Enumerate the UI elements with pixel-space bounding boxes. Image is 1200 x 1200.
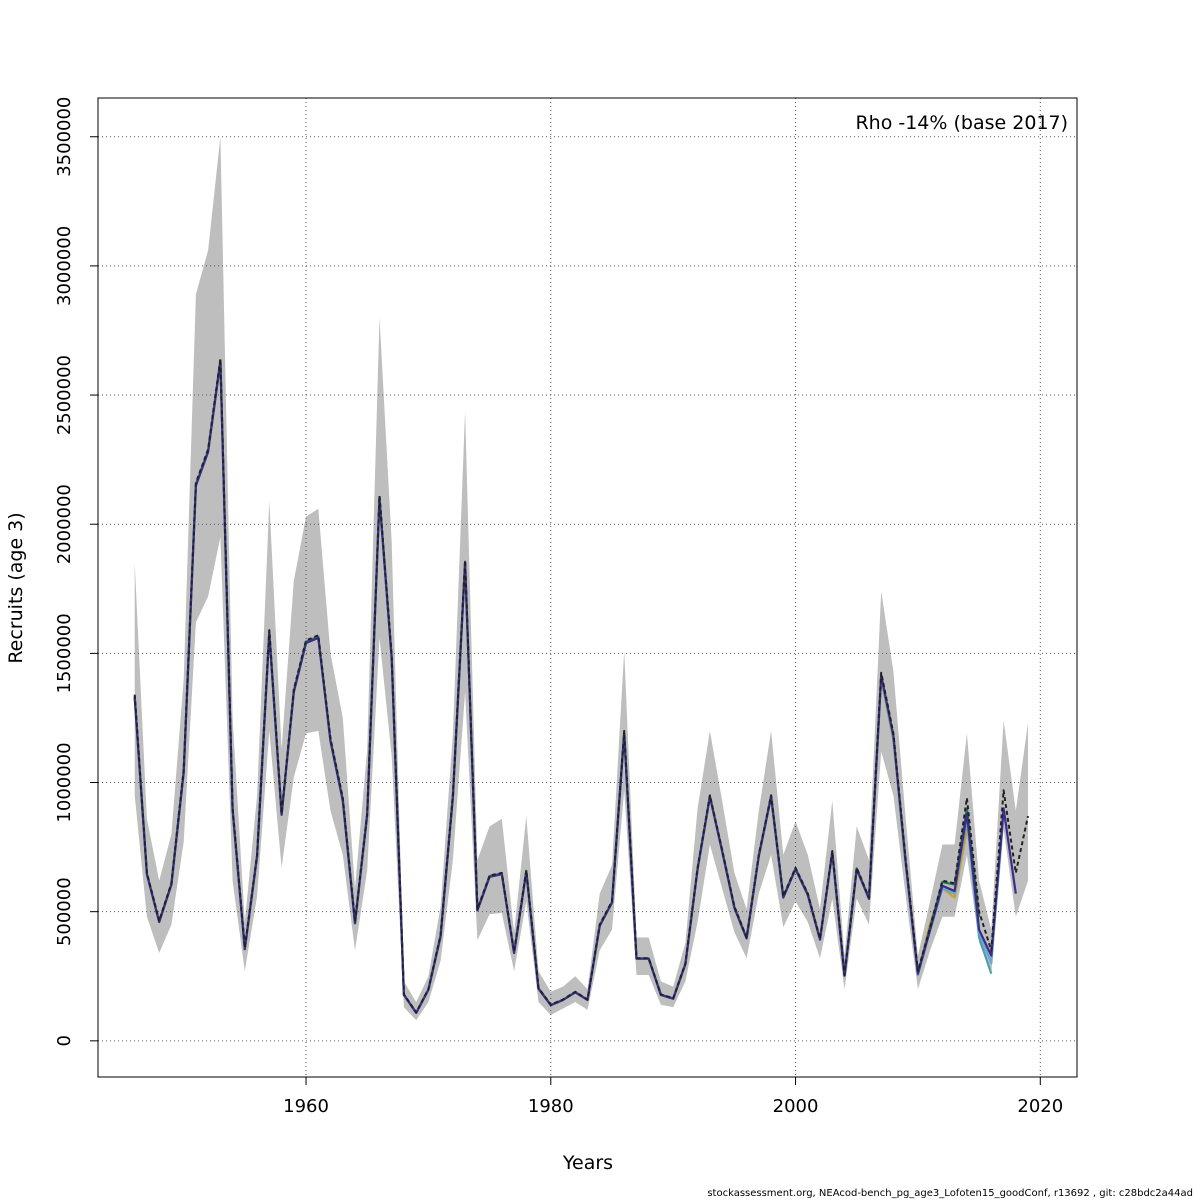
y-tick-label: 2000000 — [54, 484, 75, 564]
y-axis-title: Recruits (age 3) — [5, 512, 27, 663]
y-tick-label: 500000 — [54, 877, 75, 946]
series-layer — [133, 357, 1029, 1015]
x-tick-label: 2000 — [773, 1096, 819, 1117]
confidence-band — [134, 136, 1028, 1021]
x-axis-title: Years — [562, 1152, 613, 1174]
confidence-band-layer — [134, 136, 1028, 1021]
y-tick-label: 1500000 — [54, 613, 75, 693]
x-tick-label: 2020 — [1017, 1096, 1063, 1117]
footer-credit: stockassessment.org, NEAcod-bench_pg_age… — [707, 1188, 1193, 1199]
series-line-1 — [133, 357, 1029, 1014]
x-tick-label: 1980 — [528, 1096, 574, 1117]
y-tick-label: 1000000 — [54, 742, 75, 822]
y-tick-label: 2500000 — [54, 355, 75, 435]
y-tick-label: 3000000 — [54, 226, 75, 306]
axis-layer: 1960 1980 2000 2020 0 500000 1000000 1500000 200… — [54, 97, 1063, 1117]
series-line-6 — [133, 360, 968, 1015]
rho-annotation: Rho -14% (base 2017) — [855, 112, 1068, 134]
y-tick-label: 0 — [54, 1035, 75, 1046]
y-tick-label: 3500000 — [54, 97, 75, 177]
plot-frame — [97, 97, 1078, 1078]
x-tick-label: 1960 — [283, 1096, 329, 1117]
